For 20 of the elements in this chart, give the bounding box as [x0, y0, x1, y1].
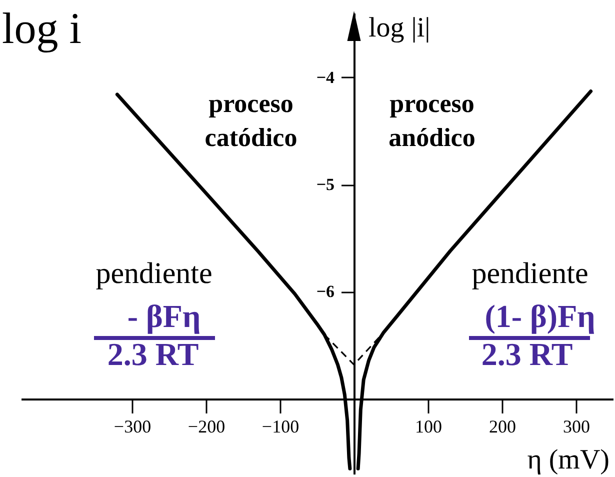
annotation: (1- β)Fη	[484, 298, 596, 334]
y-tick-label: −6	[316, 282, 334, 302]
annotation: proceso catódico	[204, 89, 298, 152]
annotation: pendiente	[472, 257, 588, 290]
x-tick-label: −100	[262, 416, 300, 436]
annotation: proceso anódico	[388, 89, 476, 152]
y-axis-title: log |i|	[368, 12, 430, 44]
chart-title: log i	[2, 4, 82, 53]
annotation: 2.3 RT	[481, 336, 573, 372]
x-axis-title: η (mV)	[527, 444, 610, 476]
x-tick-label: 300	[563, 416, 590, 436]
x-tick-label: −300	[114, 416, 152, 436]
x-tick-label: 100	[415, 416, 442, 436]
y-tick-label: −4	[316, 68, 335, 87]
annotation: - βFη	[127, 298, 201, 334]
annotation: pendiente	[96, 257, 212, 290]
x-tick-label: 200	[489, 416, 516, 436]
annotation: 2.3 RT	[107, 336, 199, 372]
y-tick-label: −5	[316, 175, 334, 194]
x-tick-label: −200	[188, 416, 226, 436]
